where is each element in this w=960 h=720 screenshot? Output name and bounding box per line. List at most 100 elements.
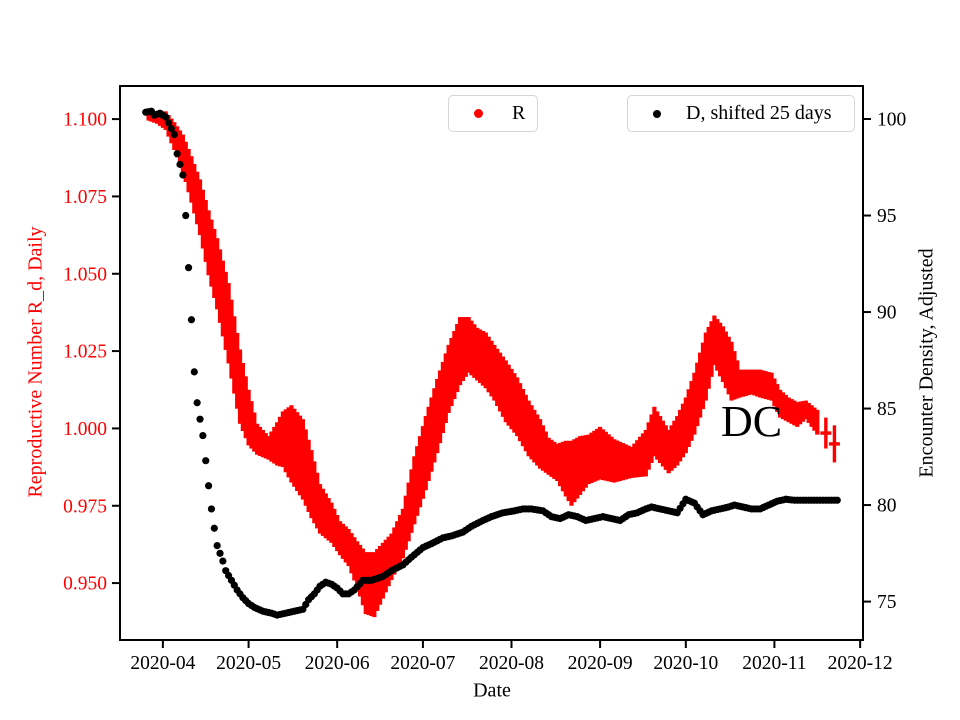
red-bar [226, 283, 231, 364]
red-bar [437, 370, 443, 444]
y-right-tick-label: 85 [877, 399, 897, 420]
red-bar [195, 171, 200, 225]
red-bar [778, 389, 783, 418]
x-axis-label: Date [473, 679, 511, 702]
y-axis-left-label: Reproductive Number R_d, Daily [24, 226, 47, 498]
red-bar [449, 337, 454, 406]
red-bar [189, 156, 194, 203]
red-bar [709, 321, 714, 377]
red-bar [349, 533, 354, 574]
red-bar [275, 422, 280, 466]
red-bar [272, 426, 277, 464]
red-bar [263, 433, 268, 459]
x-tick-label: 2020-10 [653, 653, 718, 674]
red-bar [312, 461, 317, 524]
red-bar [692, 372, 697, 435]
red-bar [646, 422, 651, 470]
red-bar [240, 362, 245, 431]
red-bar [546, 437, 551, 475]
red-bar [532, 409, 537, 463]
red-bar [583, 435, 588, 488]
red-bar [246, 389, 251, 446]
red-bar [400, 508, 406, 559]
red-bar [766, 371, 771, 400]
x-tick-label: 2020-05 [216, 653, 281, 674]
legend-d-shifted: D, shifted 25 days [627, 95, 855, 132]
red-bar [315, 472, 320, 529]
x-tick-label: 2020-11 [742, 653, 806, 674]
black-dot [213, 542, 221, 550]
y-left-tick-label: 1.050 [63, 264, 107, 285]
red-bar [380, 542, 386, 599]
red-bar [435, 378, 440, 454]
red-bar [700, 342, 706, 410]
red-bar [623, 444, 628, 480]
red-bar [658, 416, 663, 464]
black-dot [182, 211, 190, 220]
red-bar [520, 388, 526, 447]
red-bar [297, 415, 303, 496]
red-bar [675, 416, 680, 466]
red-bar [655, 411, 660, 460]
black-dot [187, 316, 196, 324]
red-tail-cap [820, 431, 832, 435]
red-bar [746, 369, 751, 396]
red-bar [715, 319, 720, 371]
red-bar [243, 376, 248, 439]
red-bar [597, 426, 603, 480]
red-bar [798, 401, 803, 425]
red-bar [157, 111, 163, 126]
red-bar [643, 429, 648, 477]
red-bar [289, 405, 294, 483]
red-bar [386, 536, 391, 587]
red-bar [420, 426, 426, 499]
red-bar [483, 332, 488, 389]
red-bar [486, 336, 491, 393]
y-right-tick-label: 100 [877, 110, 906, 131]
x-tick-label: 2020-12 [828, 653, 893, 674]
red-bar [738, 369, 743, 398]
red-bar [323, 493, 328, 539]
red-bar [215, 238, 220, 310]
red-bar [549, 439, 554, 477]
red-bar [755, 369, 760, 397]
red-bar [678, 409, 683, 462]
red-bar [515, 377, 520, 437]
y-left-tick-label: 1.000 [63, 419, 107, 440]
red-bar [403, 495, 408, 550]
red-bar [606, 434, 611, 482]
red-bar [669, 425, 674, 471]
y-right-tick-label: 90 [877, 303, 897, 324]
y-left-tick-label: 1.025 [63, 342, 107, 363]
legend-d-label: D, shifted 25 days [686, 102, 832, 124]
red-bar [355, 541, 360, 588]
red-bar [803, 400, 808, 420]
red-bar [372, 552, 377, 618]
red-bar [775, 384, 780, 412]
black-dot [167, 125, 176, 133]
red-bar [489, 340, 494, 397]
y-right-tick-label: 80 [877, 496, 897, 517]
red-bar [443, 353, 448, 424]
red-bar [332, 508, 337, 547]
red-bar [389, 533, 394, 580]
black-dot [179, 171, 187, 179]
red-bar [626, 445, 631, 479]
red-bar [792, 400, 797, 426]
red-bar [220, 260, 225, 337]
red-bar [340, 523, 345, 559]
red-bar [457, 317, 463, 386]
red-bar [712, 315, 717, 366]
red-bar [703, 332, 708, 401]
black-dot [199, 431, 207, 440]
red-bar [800, 401, 806, 422]
y-axis-right-label: Encounter Density, Adjusted [915, 248, 938, 478]
red-bar [217, 249, 223, 323]
red-bar [249, 401, 254, 449]
red-bar [555, 443, 560, 482]
red-bar [326, 498, 331, 541]
red-bar [689, 380, 694, 441]
red-bar [317, 484, 323, 534]
red-bar [269, 431, 274, 462]
